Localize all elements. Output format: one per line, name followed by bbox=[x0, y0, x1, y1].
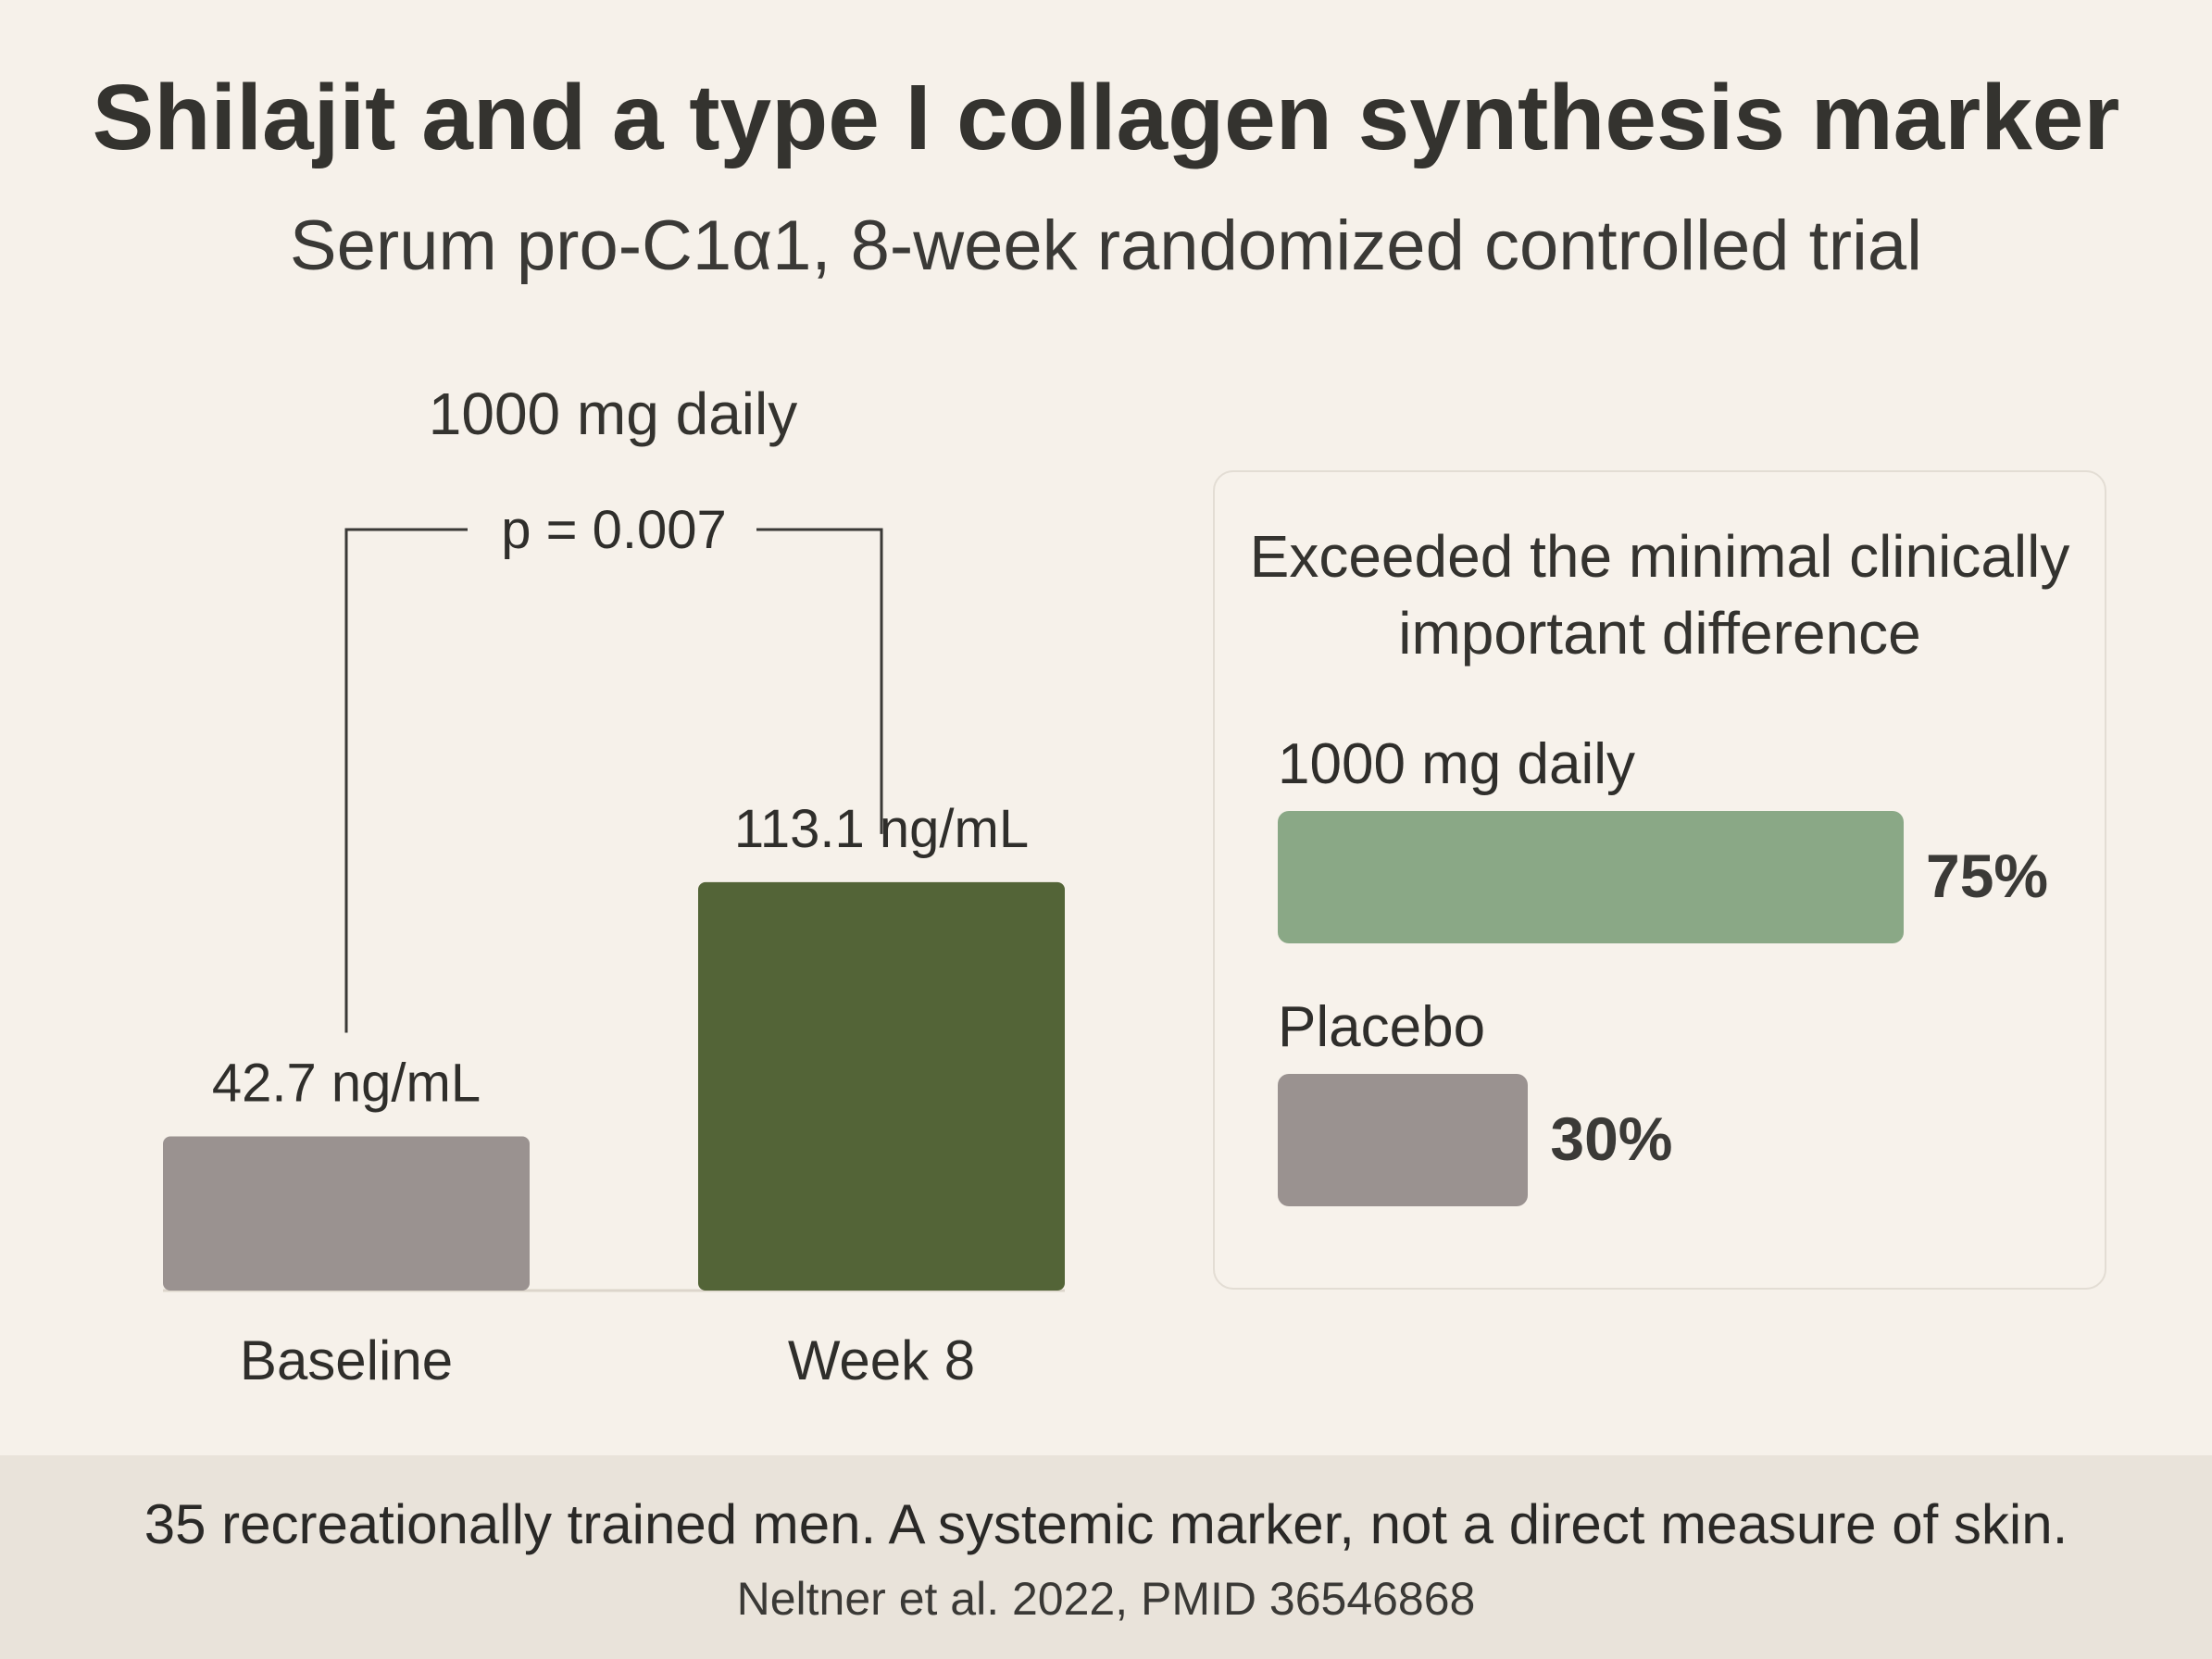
significance-bracket-left bbox=[344, 528, 468, 1033]
hbar-1000-mg-daily bbox=[1278, 811, 1904, 943]
panel-title: Exceeded the minimal clinically importan… bbox=[1249, 523, 2070, 667]
mcid-panel: Exceeded the minimal clinically importan… bbox=[1213, 470, 2106, 1290]
value-label: 42.7 ng/mL bbox=[212, 1053, 481, 1113]
category-label: Week 8 bbox=[788, 1329, 975, 1391]
chart-subtitle: Serum pro-C1α1, 8-week randomized contro… bbox=[289, 206, 1923, 285]
p-value-label: p = 0.007 bbox=[501, 500, 727, 560]
footer: 35 recreationally trained men. A systemi… bbox=[0, 1455, 2212, 1659]
group-label: 1000 mg daily bbox=[428, 380, 798, 447]
bar-week-8 bbox=[698, 881, 1065, 1291]
bar-baseline bbox=[163, 1136, 530, 1291]
chart-title: Shilajit and a type I collagen synthesis… bbox=[92, 66, 2120, 169]
hbar-value-label: 75% bbox=[1926, 842, 2049, 910]
hbar-value-label: 30% bbox=[1550, 1104, 1673, 1173]
category-label: Baseline bbox=[240, 1329, 453, 1391]
footer-citation: Neltner et al. 2022, PMID 36546868 bbox=[736, 1573, 1476, 1625]
hbar-placebo bbox=[1278, 1074, 1529, 1206]
hbar-label: Placebo bbox=[1278, 995, 1486, 1059]
hbar-label: 1000 mg daily bbox=[1278, 732, 1636, 796]
significance-bracket-right bbox=[756, 528, 883, 834]
footer-note: 35 recreationally trained men. A systemi… bbox=[144, 1493, 2068, 1555]
